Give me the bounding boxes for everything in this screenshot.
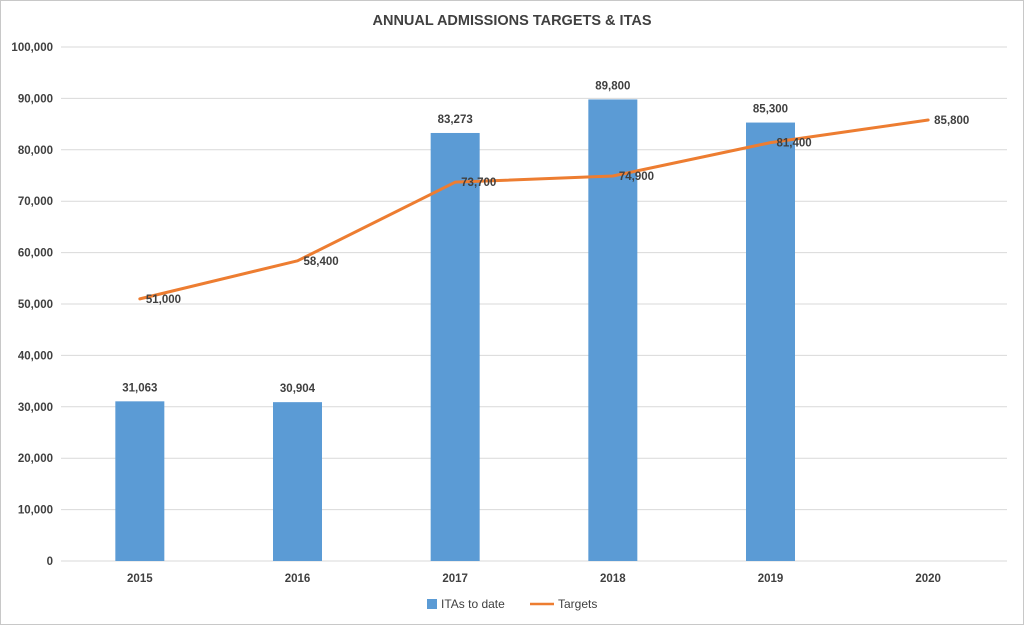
line-data-labels: 51,000 58,400 73,700 74,900 81,400 85,800	[146, 115, 970, 306]
bar-itas-2019	[746, 122, 795, 562]
targets-line	[138, 118, 930, 301]
bar-data-label: 31,063	[122, 382, 157, 394]
y-tick-label: 100,000	[11, 42, 53, 54]
y-axis-ticks: 0 10,000 20,000 30,000 40,000 50,000 60,000 70,…	[11, 42, 53, 568]
grid-layer	[61, 46, 1007, 562]
legend: ITAs to date Targets	[427, 597, 597, 611]
legend-swatch-itas	[427, 599, 437, 609]
bar-itas-2018	[588, 99, 638, 561]
bar-itas-2017	[430, 132, 480, 561]
y-tick-label: 60,000	[18, 248, 53, 260]
bar-data-label: 85,300	[753, 104, 788, 116]
y-tick-label: 0	[47, 556, 53, 568]
y-tick-label: 40,000	[18, 350, 53, 362]
bar-itas-2016	[273, 402, 322, 561]
line-data-label: 58,400	[304, 256, 339, 268]
legend-label-itas: ITAs to date	[441, 597, 505, 611]
line-data-label: 51,000	[146, 294, 181, 306]
bar-series	[115, 99, 795, 562]
bar-data-label: 89,800	[595, 80, 630, 92]
line-data-label: 73,700	[461, 177, 496, 189]
x-tick-label: 2020	[915, 573, 941, 585]
y-tick-label: 10,000	[18, 505, 53, 517]
chart-title: ANNUAL ADMISSIONS TARGETS & ITAS	[373, 13, 652, 29]
legend-label-targets: Targets	[558, 597, 597, 611]
x-tick-label: 2018	[600, 573, 626, 585]
y-tick-label: 20,000	[18, 453, 53, 465]
bar-data-label: 30,904	[280, 383, 316, 395]
bar-data-label: 83,273	[438, 114, 473, 126]
x-tick-label: 2017	[442, 573, 468, 585]
line-data-label: 81,400	[777, 138, 812, 150]
x-tick-label: 2019	[758, 573, 784, 585]
y-tick-label: 70,000	[18, 196, 53, 208]
x-axis-ticks: 2015 2016 2017 2018 2019 2020	[127, 573, 941, 585]
x-tick-label: 2016	[285, 573, 311, 585]
bar-data-labels: 31,063 30,904 83,273 89,800 85,300	[122, 80, 788, 395]
y-tick-label: 50,000	[18, 299, 53, 311]
y-tick-label: 80,000	[18, 145, 53, 157]
line-data-label: 74,900	[619, 171, 654, 183]
y-tick-label: 90,000	[18, 93, 53, 105]
y-tick-label: 30,000	[18, 402, 53, 414]
line-data-label: 85,800	[934, 115, 969, 127]
line-series	[138, 118, 930, 301]
x-tick-label: 2015	[127, 573, 153, 585]
bar-itas-2015	[115, 401, 165, 561]
